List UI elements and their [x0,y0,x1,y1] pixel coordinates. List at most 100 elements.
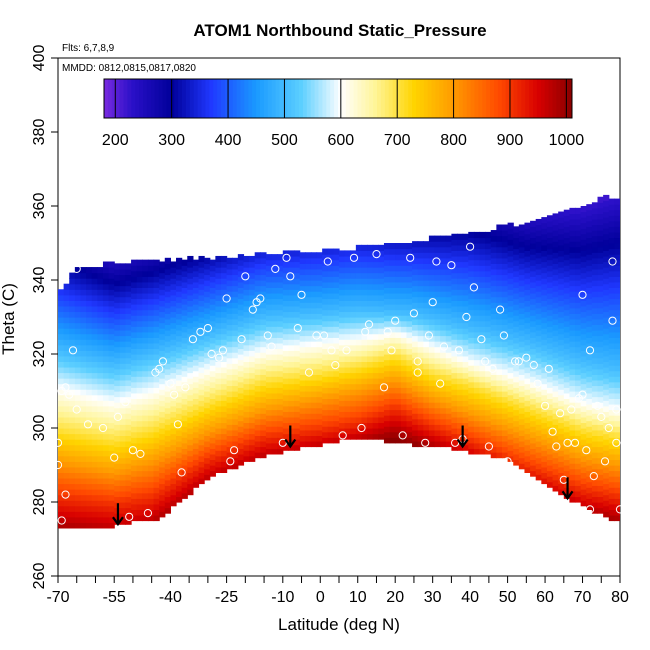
field-cell [339,278,346,285]
field-cell [271,381,278,388]
field-cell [97,361,104,368]
field-cell [575,357,582,364]
field-cell [299,329,306,337]
field-cell [383,426,391,433]
observation-point [488,364,497,373]
field-cell [614,270,620,277]
field-cell [74,439,82,446]
field-cell [473,437,481,444]
field-cell [91,516,98,523]
field-cell [468,309,475,316]
field-cell [597,274,604,281]
field-cell [102,322,110,329]
field-cell [147,431,155,438]
field-cell [575,302,582,309]
field-cell [558,244,565,251]
field-cell [159,389,166,396]
field-cell [220,428,228,435]
field-cell [412,374,419,381]
observation-point [510,357,520,366]
field-cell [232,413,239,420]
field-cell [74,322,82,329]
field-cell [485,304,492,311]
field-cell [131,337,138,344]
field-cell [434,329,441,337]
field-cell [507,261,514,268]
field-cell [282,361,290,368]
field-cell [310,379,318,387]
field-cell [457,444,464,451]
field-cell [237,298,245,305]
field-cell [372,272,379,279]
field-cell [237,276,245,283]
field-cell [136,470,143,477]
field-cell [215,466,222,473]
observation-point [293,324,302,333]
field-cell [80,450,87,457]
field-cell [462,233,469,240]
field-cell [350,267,357,274]
field-cell [131,465,138,472]
field-cell [80,372,87,379]
field-cell [451,372,458,379]
field-cell [580,489,587,496]
field-cell [434,385,441,392]
field-cell [260,329,267,337]
field-cell [86,439,93,446]
field-cell [501,357,509,364]
field-cell [288,355,295,362]
field-cell [265,298,273,305]
field-cell [119,429,127,436]
field-cell [58,489,65,496]
field-cell [108,289,115,296]
field-cell [586,476,593,483]
field-cell [417,396,424,403]
field-cell [63,422,70,429]
field-cell [614,248,620,255]
field-cell [74,394,82,401]
field-cell [153,326,160,333]
field-cell [535,446,542,453]
field-cell [74,411,82,418]
field-cell [591,318,599,325]
field-cell [69,289,76,296]
field-cell [136,448,143,455]
field-cell [580,217,587,224]
field-cell [541,378,548,385]
field-cell [339,283,346,290]
field-cell [69,477,76,485]
field-cell [310,402,318,409]
field-cell [614,309,620,316]
field-cell [575,374,582,381]
field-cell [91,505,98,512]
field-cell [457,361,464,368]
field-cell [586,226,593,233]
field-cell [322,359,329,366]
field-cell [575,329,582,337]
field-cell [142,453,149,461]
observation-point [600,457,610,466]
field-cell [541,222,548,229]
field-cell [243,355,250,362]
field-cell [260,280,267,287]
colorbar-swatch [104,79,109,118]
field-cell [518,291,526,298]
field-cell [485,415,492,422]
field-cell [423,263,430,270]
field-cell [569,452,576,459]
field-cell [102,461,110,468]
field-cell [86,328,93,335]
field-cell [232,457,239,464]
field-cell [119,391,127,398]
field-cell [378,244,385,251]
field-cell [591,468,599,475]
field-cell [535,274,542,281]
field-cell [473,320,481,327]
field-cell [176,318,183,325]
field-cell [614,481,620,488]
field-cell [434,291,441,298]
field-cell [451,272,458,279]
field-cell [490,424,497,431]
field-cell [142,370,149,377]
field-cell [513,381,520,388]
